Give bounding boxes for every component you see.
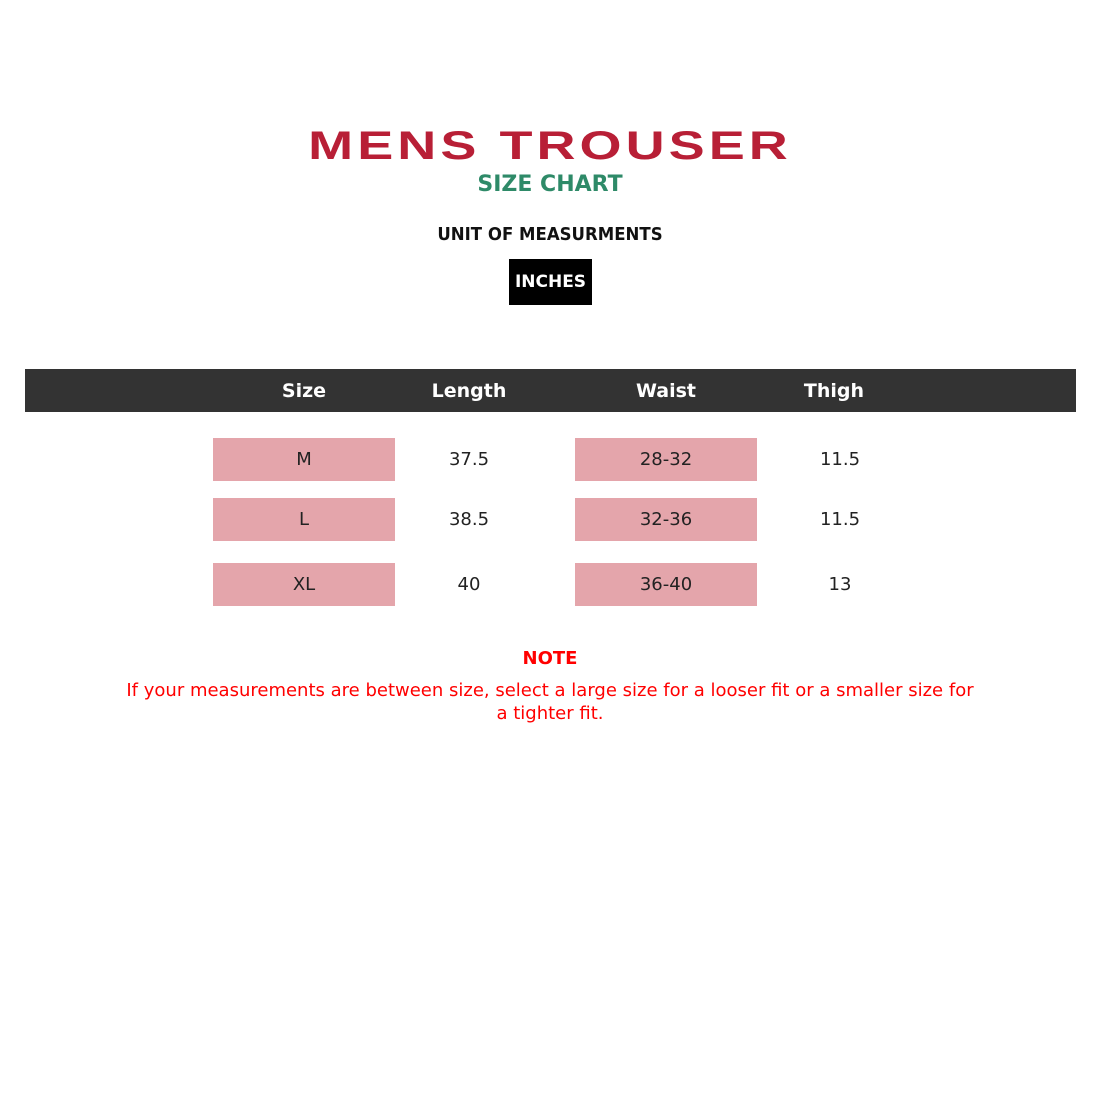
header-length: Length: [431, 380, 507, 402]
cell-length: 40: [457, 574, 481, 595]
page-subtitle: SIZE CHART: [477, 172, 623, 197]
cell-length: 38.5: [448, 509, 490, 530]
cell-thigh: 11.5: [819, 509, 861, 530]
header-thigh: Thigh: [803, 380, 865, 402]
cell-waist: 28-32: [575, 438, 757, 481]
cell-size: M: [213, 438, 395, 481]
cell-waist: 32-36: [575, 498, 757, 541]
unit-badge: INCHES: [509, 259, 592, 305]
header-waist: Waist: [635, 380, 696, 402]
unit-label: UNIT OF MEASURMENTS: [437, 224, 663, 245]
cell-thigh: 11.5: [819, 449, 861, 470]
table-header: [25, 369, 1076, 412]
note-text: If your measurements are between size, s…: [126, 680, 974, 724]
cell-size: XL: [213, 563, 395, 606]
cell-size: L: [213, 498, 395, 541]
note-title: NOTE: [522, 648, 578, 669]
header-size: Size: [281, 380, 327, 402]
page-title: MENS TROUSER: [308, 124, 792, 168]
cell-length: 37.5: [448, 449, 490, 470]
cell-thigh: 13: [828, 574, 852, 595]
cell-waist: 36-40: [575, 563, 757, 606]
